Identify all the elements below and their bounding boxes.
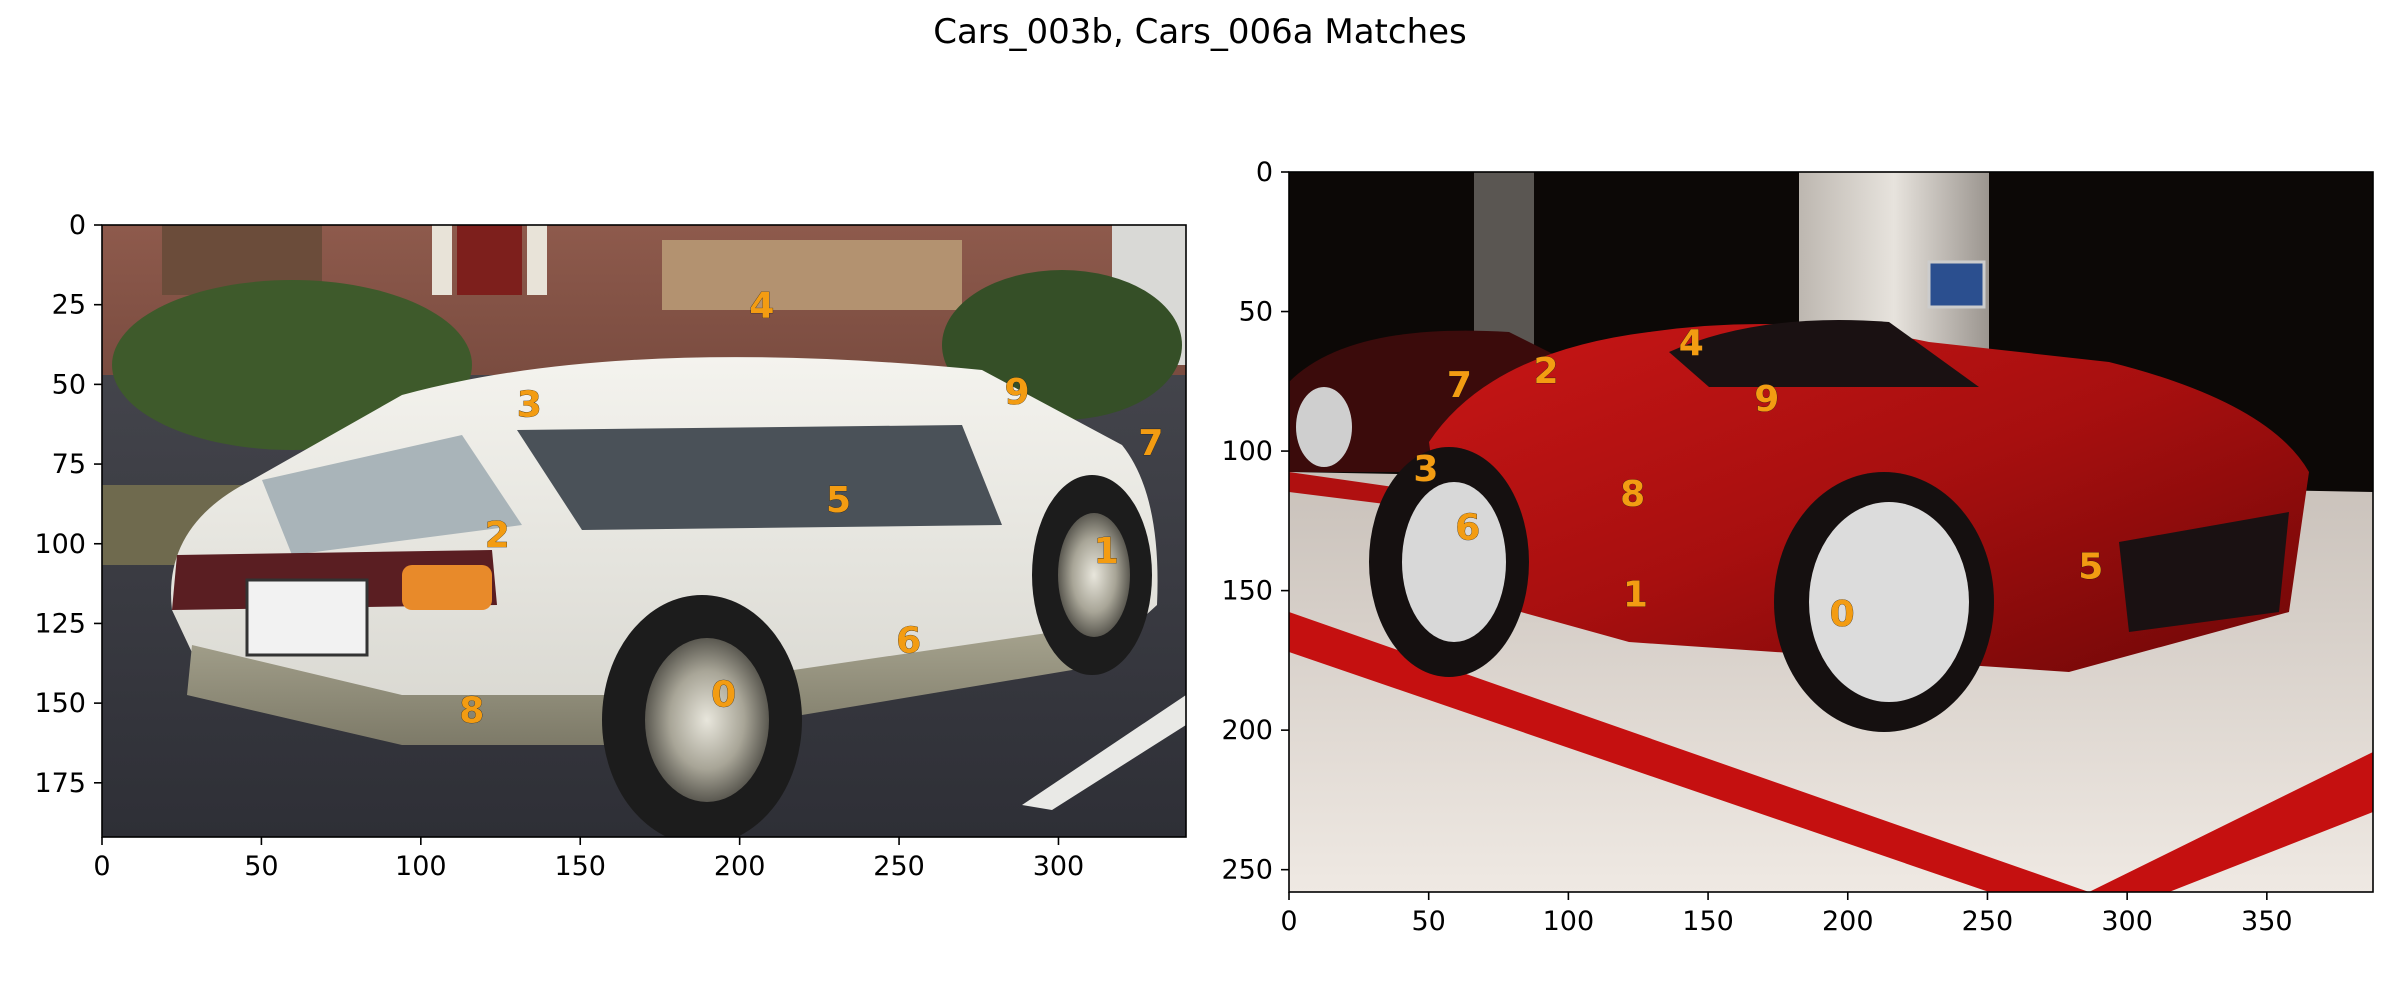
left-x-tick-label: 250 [873, 851, 925, 882]
left-axes-frame [101, 224, 1187, 838]
right-x-tick-label: 300 [2101, 906, 2153, 937]
right-y-tick-label: 0 [1256, 157, 1273, 188]
right-keypoint-0: 0 [1830, 594, 1855, 635]
right-image-panel: 0 50 100 150 200 250 300 350 0 50 100 150 200 250 0 1 2… [1221, 157, 2374, 937]
left-keypoint-4: 4 [749, 286, 774, 327]
left-keypoint-9: 9 [1004, 372, 1029, 413]
right-keypoint-9: 9 [1754, 379, 1779, 420]
left-keypoint-6: 6 [896, 620, 921, 661]
right-x-tick-label: 150 [1682, 906, 1734, 937]
left-x-tick-label: 150 [554, 851, 606, 882]
left-x-tick-label: 50 [244, 851, 278, 882]
right-keypoint-8: 8 [1620, 474, 1645, 515]
left-y-tick-label: 150 [34, 688, 86, 719]
left-keypoint-0: 0 [711, 675, 736, 716]
right-keypoints: 0 1 2 3 4 5 6 7 8 9 [1413, 323, 2104, 635]
left-x-tick-label: 300 [1033, 851, 1085, 882]
left-y-tick-label: 100 [34, 529, 86, 560]
left-photo [102, 225, 1186, 837]
right-keypoint-5: 5 [2078, 546, 2103, 587]
right-x-tick-label: 0 [1280, 906, 1297, 937]
left-x-tick-label: 100 [395, 851, 447, 882]
left-keypoint-1: 1 [1094, 531, 1119, 572]
right-photo [1289, 172, 2373, 892]
left-keypoint-5: 5 [826, 480, 851, 521]
right-x-tick-label: 250 [1962, 906, 2014, 937]
right-x-tick-label: 350 [2241, 906, 2293, 937]
left-y-tick-label: 125 [34, 608, 86, 639]
left-y-tick-label: 0 [69, 210, 86, 241]
left-keypoint-2: 2 [485, 515, 510, 556]
left-x-tick-label: 0 [93, 851, 110, 882]
left-x-tick-label: 200 [714, 851, 766, 882]
right-x-tick-label: 100 [1543, 906, 1595, 937]
right-keypoint-2: 2 [1533, 351, 1558, 392]
right-keypoint-1: 1 [1623, 574, 1648, 615]
right-x-tick-label: 50 [1412, 906, 1446, 937]
left-y-tick-label: 25 [52, 290, 86, 321]
left-y-tick-label: 75 [52, 449, 86, 480]
right-y-tick-label: 100 [1221, 436, 1273, 467]
right-x-tick-label: 200 [1822, 906, 1874, 937]
left-keypoints: 0 1 2 3 4 5 6 7 8 9 [459, 285, 1164, 732]
right-y-tick-label: 250 [1221, 855, 1273, 886]
figure-title: Cars_003b, Cars_006a Matches [933, 12, 1467, 52]
right-y-tick-label: 200 [1221, 715, 1273, 746]
right-keypoint-3: 3 [1413, 449, 1438, 490]
left-keypoint-8: 8 [459, 691, 484, 732]
left-keypoint-7: 7 [1138, 423, 1163, 464]
right-y-tick-label: 150 [1221, 576, 1273, 607]
right-keypoint-6: 6 [1455, 507, 1480, 548]
right-keypoint-7: 7 [1447, 365, 1472, 406]
left-y-tick-label: 50 [52, 369, 86, 400]
left-y-tick-label: 175 [34, 768, 86, 799]
left-keypoint-3: 3 [517, 385, 542, 426]
right-y-tick-label: 50 [1239, 297, 1273, 328]
right-axes-frame [1288, 171, 2374, 893]
right-keypoint-4: 4 [1679, 323, 1704, 364]
